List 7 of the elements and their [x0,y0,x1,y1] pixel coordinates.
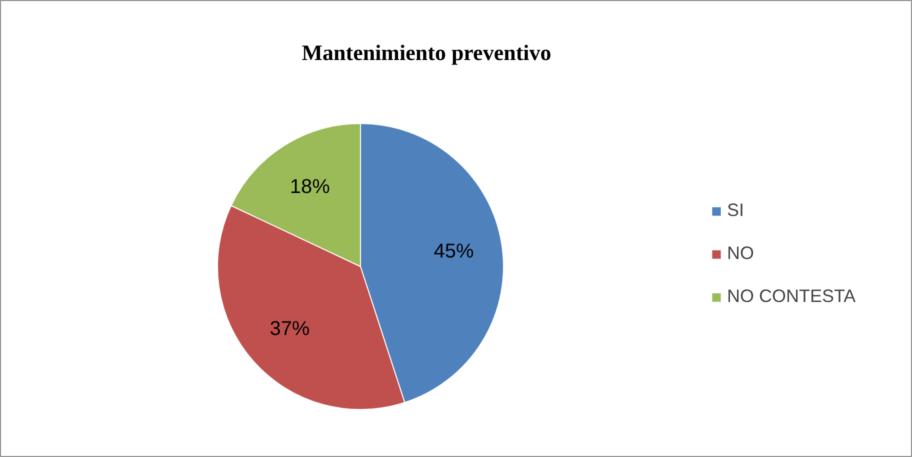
data-label: 18% [290,176,330,198]
data-label: 37% [270,318,310,340]
data-label: 45% [434,240,474,263]
chart-title: Mantenimiento preventivo [302,40,552,65]
legend-label: SI [727,200,746,221]
legend-label: NO CONTESTA [727,286,856,307]
legend-label: NO [727,243,754,264]
